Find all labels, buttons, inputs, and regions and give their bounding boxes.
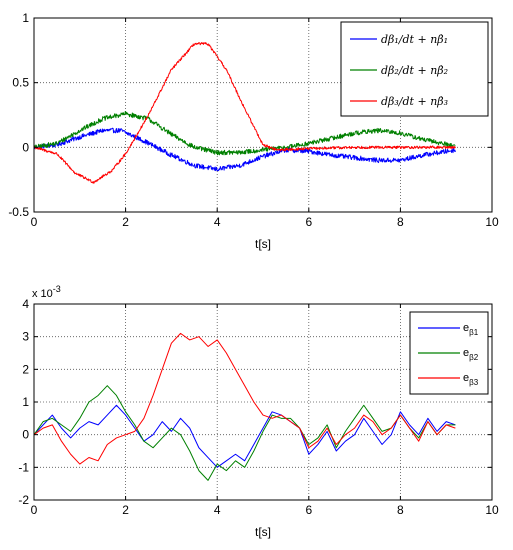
ticks-bottom: 0 2 4 6 8 10 -2 -1 0 1 2 3 4 — [18, 297, 499, 517]
series-group-top — [33, 42, 456, 184]
legend-top: dβ₁/dt + nβ̇₁ dβ₂/dt + nβ̇₂ dβ₃/dt + nβ̇… — [340, 21, 489, 117]
x-tick-label: 4 — [214, 503, 221, 517]
chart-bottom: x 10-3 0 2 4 6 8 10 -2 -1 0 1 2 3 4 t[s] eβ1 eβ2 eβ3 — [18, 284, 499, 539]
y-tick-label: 1 — [22, 11, 29, 25]
y-tick-label: 0 — [22, 428, 29, 442]
x-axis-label-bottom: t[s] — [255, 525, 271, 539]
exponent-base: x 10 — [32, 288, 53, 300]
y-tick-label: -1 — [18, 460, 29, 474]
series-line-bottom-1 — [33, 404, 456, 468]
legend-label-error-2: eβ2 — [463, 347, 479, 362]
y-tick-label: -2 — [18, 493, 29, 507]
series-line-top-2 — [33, 110, 456, 156]
x-tick-label: 2 — [122, 503, 129, 517]
axes-box-top — [33, 17, 493, 213]
x-tick-label: 8 — [397, 215, 404, 229]
x-tick-label: 10 — [485, 215, 499, 229]
exponent-label: x 10-3 — [32, 284, 61, 300]
legend-label-series-3: dβ₃/dt + nβ̇₃ — [381, 95, 448, 108]
y-tick-label: -0.5 — [8, 205, 29, 219]
x-axis-label-top: t[s] — [255, 237, 271, 251]
legend-label-series-1: dβ₁/dt + nβ̇₁ — [381, 33, 448, 46]
legend-label-series-2: dβ₂/dt + nβ̇₂ — [381, 64, 448, 77]
x-tick-label: 8 — [397, 503, 404, 517]
y-tick-label: 0.5 — [12, 76, 29, 90]
legend-bottom: eβ1 eβ2 eβ3 — [409, 311, 489, 395]
x-tick-label: 4 — [214, 215, 221, 229]
x-tick-label: 6 — [305, 503, 312, 517]
series-line-bottom-3 — [33, 332, 456, 465]
y-tick-label: 2 — [22, 362, 29, 376]
series-group-bottom — [33, 332, 456, 481]
x-tick-label: 10 — [485, 503, 499, 517]
y-tick-label: 0 — [22, 140, 29, 154]
x-tick-label: 0 — [31, 215, 38, 229]
y-tick-label: 1 — [22, 395, 29, 409]
series-line-bottom-2 — [33, 385, 456, 481]
series-line-top-3 — [33, 42, 456, 184]
ticks-top: 0 2 4 6 8 10-0.500.51 — [8, 11, 499, 229]
legend-label-error-3: eβ3 — [463, 372, 479, 387]
series-line-top-1 — [33, 127, 456, 172]
y-tick-label: 3 — [22, 330, 29, 344]
exponent-power: -3 — [53, 284, 61, 294]
legend-box-top — [340, 21, 489, 117]
x-tick-label: 2 — [122, 215, 129, 229]
x-tick-label: 6 — [305, 215, 312, 229]
chart-top: 0 2 4 6 8 10-0.500.51 t[s] dβ₁/dt + nβ̇₁ dβ₂/… — [8, 11, 499, 251]
legend-label-error-1: eβ1 — [463, 322, 479, 337]
y-tick-label: 4 — [22, 297, 29, 311]
x-tick-label: 0 — [31, 503, 38, 517]
